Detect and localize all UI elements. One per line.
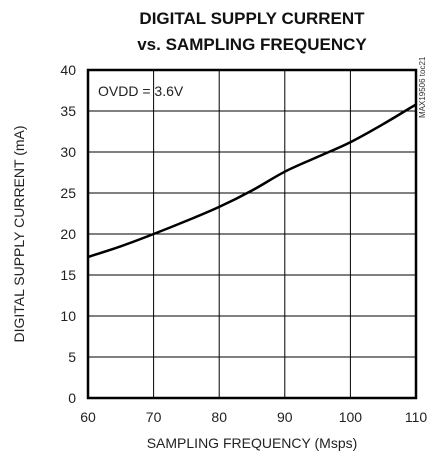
x-tick-label: 110: [405, 409, 428, 425]
x-tick-label: 90: [277, 409, 293, 425]
x-axis-label: SAMPLING FREQUENCY (Msps): [147, 435, 358, 451]
plot-frame: [86, 68, 418, 400]
y-tick-label: 0: [68, 390, 76, 406]
y-tick-label: 10: [60, 308, 76, 324]
x-tick-label: 60: [80, 409, 96, 425]
y-tick-label: 15: [60, 267, 76, 283]
series-line: [87, 103, 417, 259]
y-tick-label: 40: [60, 62, 76, 78]
x-tick-label: 70: [146, 409, 162, 425]
y-tick-label: 25: [60, 185, 76, 201]
x-tick-label: 100: [339, 409, 363, 425]
side-code: MAX19506 toc21: [418, 56, 427, 118]
y-tick-label: 35: [60, 103, 76, 119]
chart-title-line1: DIGITAL SUPPLY CURRENT: [139, 9, 365, 28]
y-tick-label: 20: [60, 226, 76, 242]
y-tick-label: 5: [68, 349, 76, 365]
y-axis-label: DIGITAL SUPPLY CURRENT (mA): [11, 125, 27, 342]
annotation-ovdd: OVDD = 3.6V: [98, 83, 184, 99]
data-series: [87, 103, 417, 259]
grid-lines: [88, 70, 416, 398]
tick-labels: 60 70 80 90 100 110 0 5 10 15 20 25 30 35 40: [60, 62, 427, 425]
chart-title-line2: vs. SAMPLING FREQUENCY: [137, 35, 367, 54]
y-tick-label: 30: [60, 144, 76, 160]
x-tick-label: 80: [211, 409, 227, 425]
